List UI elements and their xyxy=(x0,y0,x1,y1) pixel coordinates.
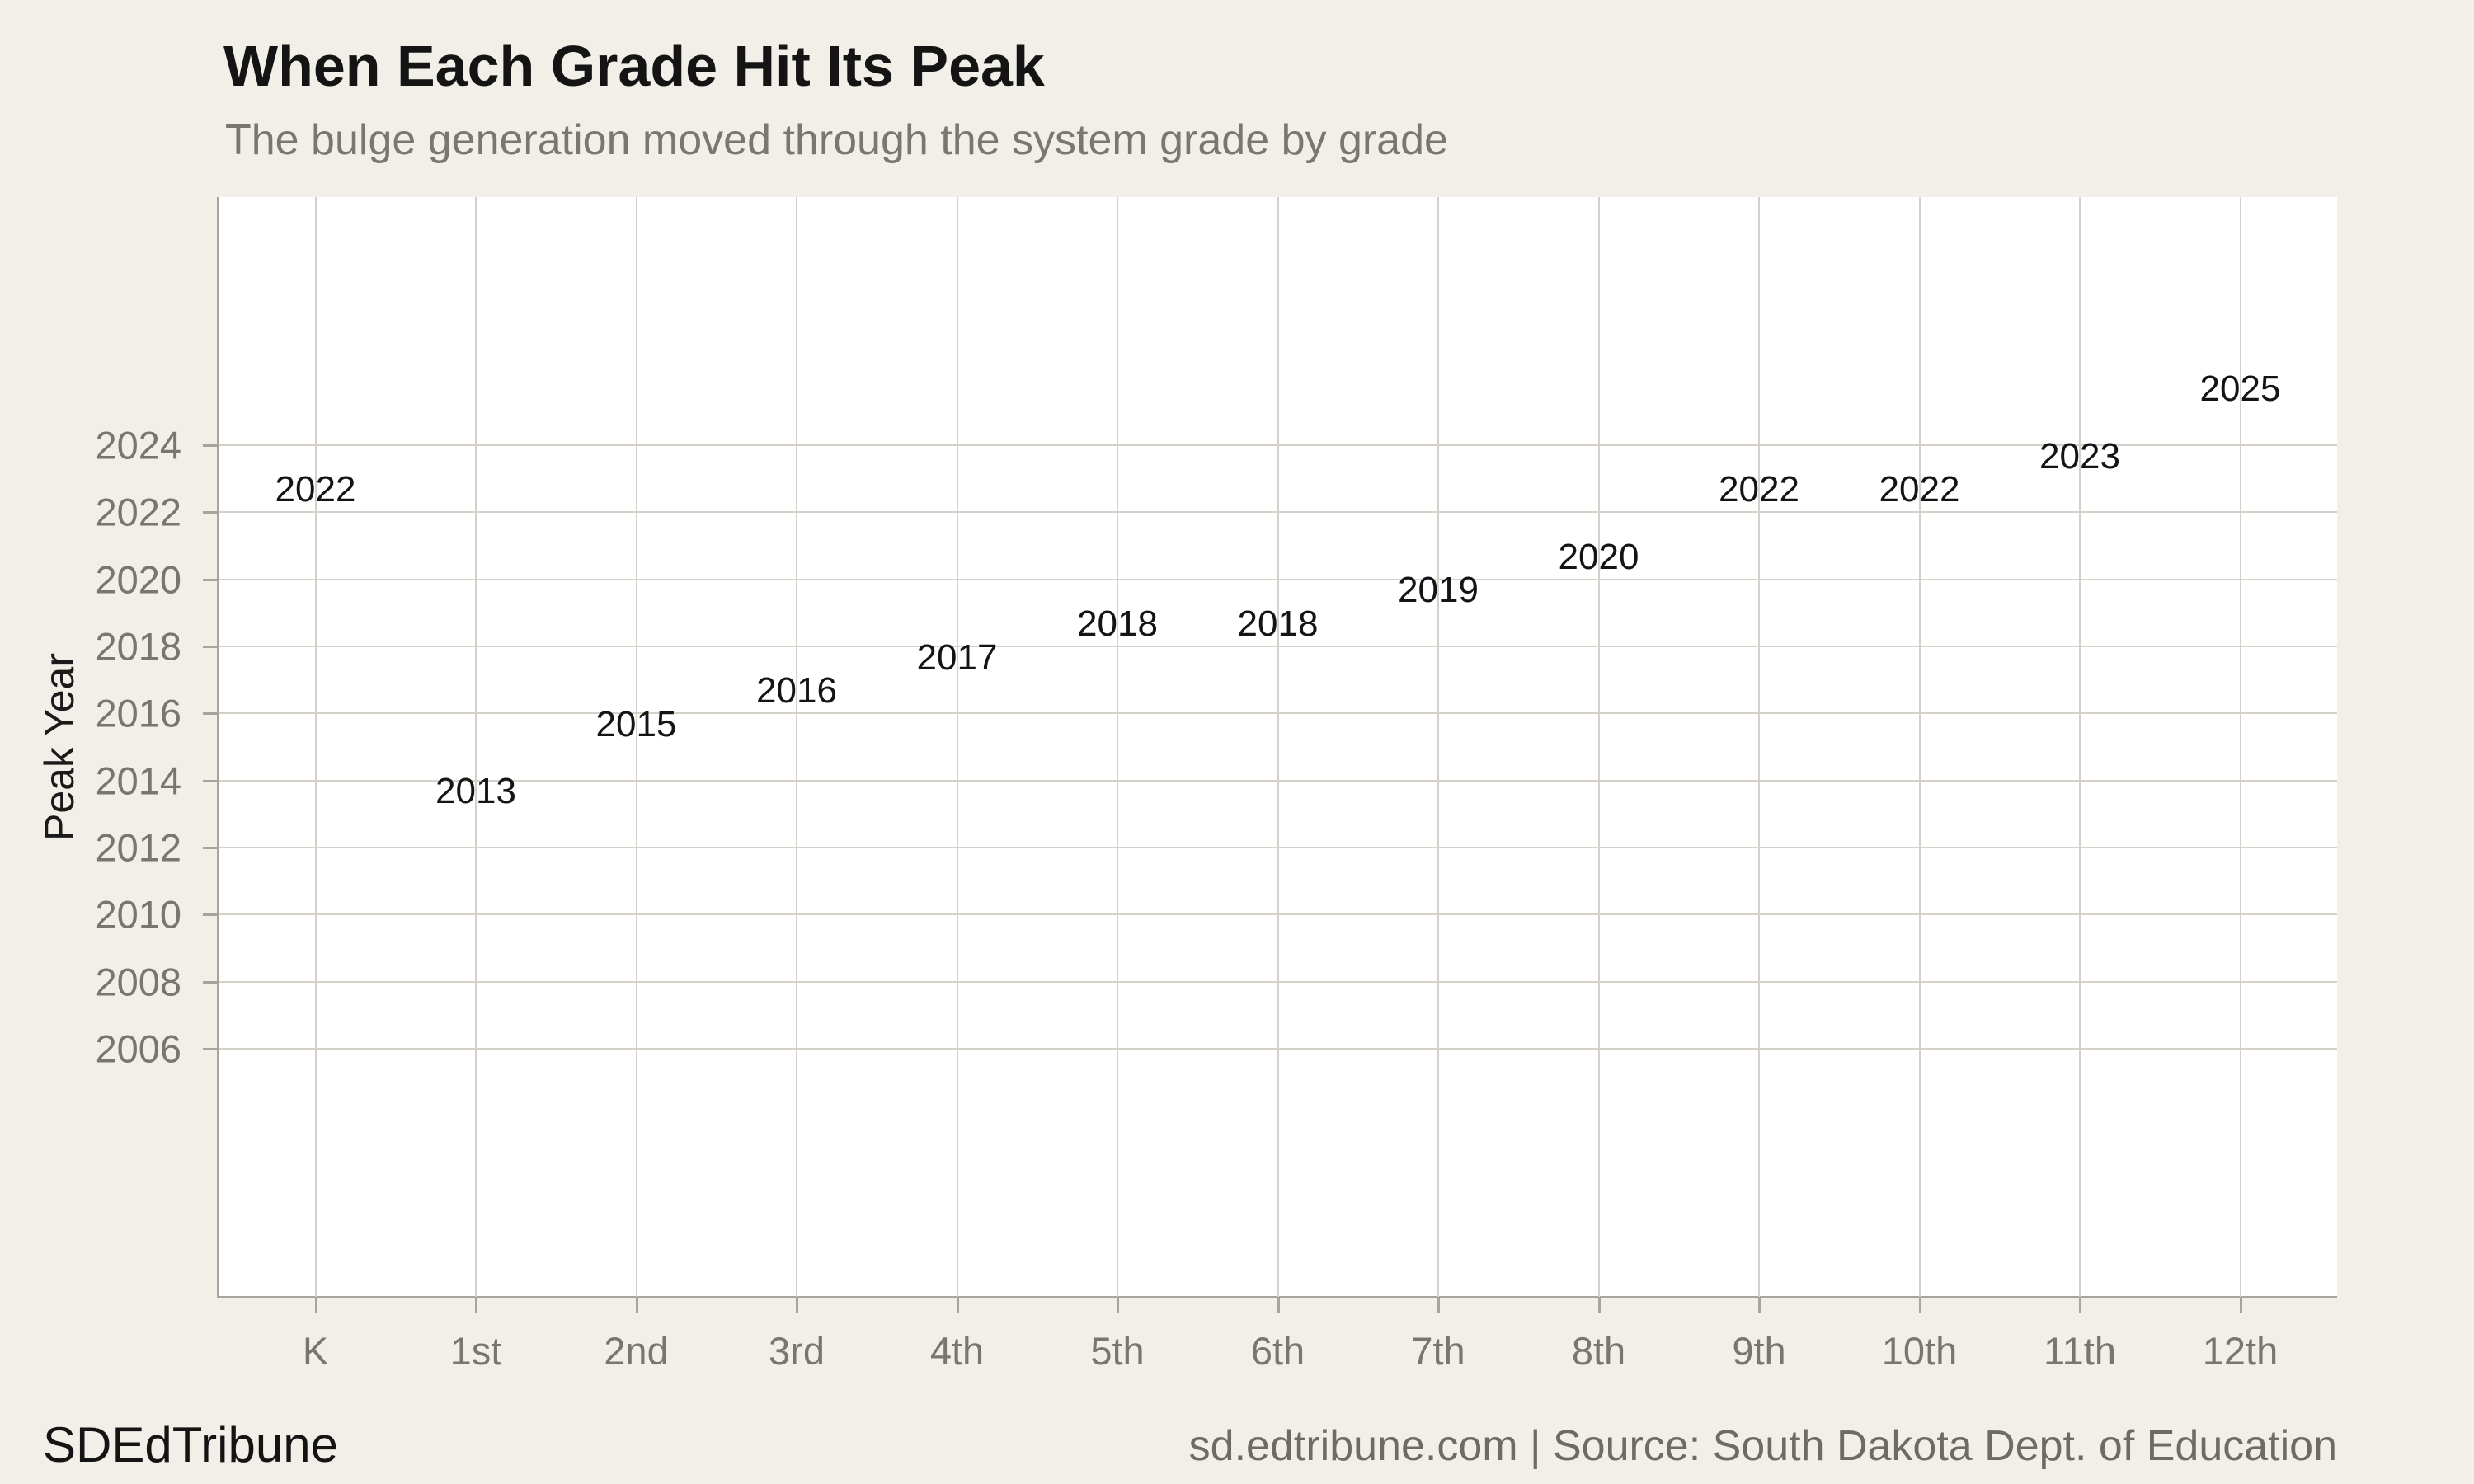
x-tick-label: 2nd xyxy=(604,1329,669,1373)
v-gridline xyxy=(956,197,958,1297)
v-gridline xyxy=(1277,197,1279,1297)
data-point-label: 2020 xyxy=(1558,536,1639,577)
y-tick-label: 2018 xyxy=(95,624,181,669)
y-tick xyxy=(203,444,217,447)
x-tick xyxy=(314,1298,317,1313)
y-tick-label: 2008 xyxy=(95,960,181,1004)
y-tick-label: 2006 xyxy=(95,1026,181,1071)
data-point-label: 2017 xyxy=(916,636,998,678)
v-gridline xyxy=(314,197,317,1297)
y-tick xyxy=(203,847,217,849)
v-gridline xyxy=(635,197,637,1297)
data-point-label: 2025 xyxy=(2199,369,2281,410)
x-tick-label: K xyxy=(302,1329,329,1373)
footer-brand: SDEdTribune xyxy=(43,1417,338,1472)
x-tick-label: 1st xyxy=(449,1329,502,1373)
x-tick xyxy=(2079,1298,2081,1313)
v-gridline xyxy=(2079,197,2081,1297)
data-point-label: 2023 xyxy=(2039,435,2120,477)
v-gridline xyxy=(796,197,797,1297)
y-tick xyxy=(203,712,217,716)
y-tick-label: 2014 xyxy=(95,758,181,803)
x-tick xyxy=(1597,1298,1601,1313)
data-point-label: 2022 xyxy=(275,469,356,510)
x-tick xyxy=(1277,1298,1280,1313)
y-axis-line xyxy=(217,197,219,1298)
y-tick-label: 2012 xyxy=(95,825,181,870)
y-tick xyxy=(203,578,217,581)
data-point-label: 2022 xyxy=(1719,469,1799,510)
x-tick-label: 12th xyxy=(2202,1329,2279,1373)
y-tick-label: 2016 xyxy=(95,691,181,735)
x-tick xyxy=(1117,1298,1119,1313)
x-tick-label: 7th xyxy=(1411,1329,1465,1373)
v-gridline xyxy=(1758,197,1760,1297)
data-point-label: 2016 xyxy=(756,670,837,711)
data-point-label: 2018 xyxy=(1077,603,1158,644)
x-tick xyxy=(2239,1298,2242,1313)
x-axis-line xyxy=(217,1296,2337,1298)
y-tick-label: 2010 xyxy=(95,892,181,937)
x-tick-label: 9th xyxy=(1732,1329,1786,1373)
y-axis-title: Peak Year xyxy=(36,653,82,841)
x-tick xyxy=(1758,1298,1761,1313)
v-gridline xyxy=(1437,197,1439,1297)
x-tick-label: 6th xyxy=(1250,1329,1305,1373)
y-tick-label: 2020 xyxy=(95,557,181,602)
v-gridline xyxy=(475,197,477,1297)
x-tick-label: 4th xyxy=(929,1329,985,1373)
v-gridline xyxy=(1117,197,1118,1297)
v-gridline xyxy=(2239,197,2241,1297)
x-tick-label: 11th xyxy=(2044,1329,2116,1373)
x-tick xyxy=(475,1298,477,1313)
chart-title: When Each Grade Hit Its Peak xyxy=(223,34,1045,98)
data-point-label: 2018 xyxy=(1237,603,1319,644)
chart-subtitle: The bulge generation moved through the s… xyxy=(225,116,1448,164)
y-tick-label: 2024 xyxy=(95,423,181,467)
x-tick-label: 10th xyxy=(1881,1329,1958,1373)
x-tick-label: 3rd xyxy=(769,1329,825,1373)
x-tick xyxy=(956,1298,959,1313)
x-tick-label: 8th xyxy=(1571,1329,1626,1373)
v-gridline xyxy=(1597,197,1600,1297)
y-tick-label: 2022 xyxy=(95,490,181,534)
x-tick xyxy=(635,1298,638,1313)
y-tick xyxy=(203,980,217,984)
data-point-label: 2015 xyxy=(595,704,677,744)
plot-area: 2006 2008 2010 2012 2014 2016 2018 2020 2022 2024… xyxy=(95,197,2337,1373)
x-tick xyxy=(1918,1298,1921,1313)
data-point-label: 2022 xyxy=(1879,469,1960,510)
v-gridline xyxy=(1918,197,1921,1297)
footer-source: sd.edtribune.com | Source: South Dakota … xyxy=(1188,1422,2337,1470)
y-tick xyxy=(203,1048,217,1051)
y-tick xyxy=(203,779,217,782)
y-tick xyxy=(203,511,217,514)
x-tick xyxy=(1437,1298,1440,1313)
data-point-label: 2019 xyxy=(1398,570,1479,611)
x-tick xyxy=(796,1298,798,1313)
x-tick-label: 5th xyxy=(1090,1329,1145,1373)
y-tick xyxy=(203,913,217,917)
y-tick xyxy=(203,645,217,648)
data-point-label: 2013 xyxy=(435,771,516,812)
